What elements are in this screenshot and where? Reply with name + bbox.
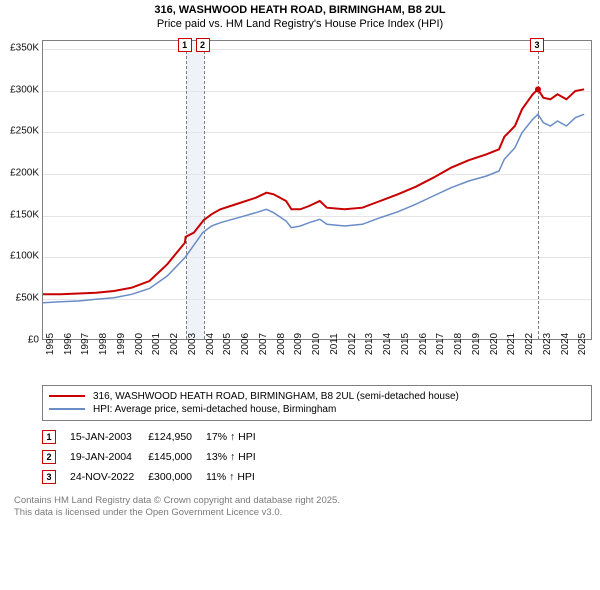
legend-swatch <box>49 395 85 397</box>
title-line-1: 316, WASHWOOD HEATH ROAD, BIRMINGHAM, B8… <box>4 4 596 18</box>
event-marker-2: 2 <box>196 38 210 52</box>
x-tick-label: 2011 <box>329 333 340 355</box>
event-row: 1 15-JAN-2003£124,95017% ↑ HPI <box>42 427 270 447</box>
y-tick-label: £100K <box>4 251 39 262</box>
x-tick-label: 2010 <box>311 332 322 354</box>
event-row: 2 19-JAN-2004£145,00013% ↑ HPI <box>42 447 270 467</box>
x-tick-label: 2003 <box>187 332 198 354</box>
x-tick-label: 1999 <box>116 332 127 354</box>
event-date: 15-JAN-2003 <box>70 427 148 447</box>
x-tick-label: 2017 <box>435 332 446 354</box>
event-date: 19-JAN-2004 <box>70 447 148 467</box>
y-tick-label: £50K <box>4 292 39 303</box>
event-num-box: 1 <box>42 430 56 444</box>
legend-label: 316, WASHWOOD HEATH ROAD, BIRMINGHAM, B8… <box>93 391 459 402</box>
sale-marker-dot <box>535 86 541 92</box>
attribution-line-1: Contains HM Land Registry data © Crown c… <box>14 495 596 507</box>
x-tick-label: 2007 <box>258 332 269 354</box>
legend-item: 316, WASHWOOD HEATH ROAD, BIRMINGHAM, B8… <box>49 390 585 403</box>
event-num-box: 3 <box>42 470 56 484</box>
event-price: £124,950 <box>148 427 206 447</box>
title-line-2: Price paid vs. HM Land Registry's House … <box>4 18 596 32</box>
x-tick-label: 2014 <box>382 332 393 354</box>
event-row: 3 24-NOV-2022£300,00011% ↑ HPI <box>42 467 270 487</box>
x-tick-label: 2009 <box>293 332 304 354</box>
event-marker-1: 1 <box>178 38 192 52</box>
chart-area: £0 £50K £100K £150K £200K £250K £300K £350K 1995… <box>4 36 596 381</box>
series-price_paid <box>43 89 584 294</box>
x-tick-label: 2016 <box>418 332 429 354</box>
x-tick-label: 2024 <box>560 332 571 354</box>
x-tick-label: 2001 <box>151 332 162 354</box>
event-num-box: 2 <box>42 450 56 464</box>
x-tick-label: 1998 <box>98 332 109 354</box>
event-price: £300,000 <box>148 467 206 487</box>
x-tick-label: 2000 <box>134 332 145 354</box>
x-tick-label: 2020 <box>489 332 500 354</box>
x-tick-label: 2002 <box>169 332 180 354</box>
x-tick-label: 2008 <box>276 332 287 354</box>
chart-container: 316, WASHWOOD HEATH ROAD, BIRMINGHAM, B8… <box>4 4 596 519</box>
event-date: 24-NOV-2022 <box>70 467 148 487</box>
x-tick-label: 1996 <box>63 332 74 354</box>
x-tick-label: 2022 <box>524 332 535 354</box>
plot-region <box>42 40 592 340</box>
x-tick-label: 2004 <box>205 332 216 354</box>
y-tick-label: £300K <box>4 84 39 95</box>
legend-item: HPI: Average price, semi-detached house,… <box>49 403 585 416</box>
event-price: £145,000 <box>148 447 206 467</box>
event-delta: 13% ↑ HPI <box>206 447 270 467</box>
x-tick-label: 2006 <box>240 332 251 354</box>
x-tick-label: 2018 <box>453 332 464 354</box>
attribution-line-2: This data is licensed under the Open Gov… <box>14 507 596 519</box>
x-tick-label: 2021 <box>506 332 517 354</box>
event-delta: 17% ↑ HPI <box>206 427 270 447</box>
event-marker-3: 3 <box>530 38 544 52</box>
legend-swatch <box>49 408 85 410</box>
legend: 316, WASHWOOD HEATH ROAD, BIRMINGHAM, B8… <box>42 385 592 421</box>
x-tick-label: 1997 <box>80 332 91 354</box>
y-tick-label: £150K <box>4 209 39 220</box>
legend-label: HPI: Average price, semi-detached house,… <box>93 404 336 415</box>
y-tick-label: £250K <box>4 126 39 137</box>
attribution: Contains HM Land Registry data © Crown c… <box>14 495 596 520</box>
chart-title-block: 316, WASHWOOD HEATH ROAD, BIRMINGHAM, B8… <box>4 4 596 32</box>
x-tick-label: 1995 <box>45 332 56 354</box>
x-tick-label: 2012 <box>347 332 358 354</box>
x-tick-label: 2019 <box>471 332 482 354</box>
x-tick-label: 2023 <box>542 332 553 354</box>
x-tick-label: 2013 <box>364 332 375 354</box>
event-delta: 11% ↑ HPI <box>206 467 270 487</box>
y-tick-label: £0 <box>4 334 39 345</box>
x-tick-label: 2005 <box>222 332 233 354</box>
event-table: 1 15-JAN-2003£124,95017% ↑ HPI 2 19-JAN-200… <box>42 427 596 487</box>
y-tick-label: £200K <box>4 167 39 178</box>
y-tick-label: £350K <box>4 42 39 53</box>
x-tick-label: 2025 <box>577 332 588 354</box>
x-tick-label: 2015 <box>400 332 411 354</box>
